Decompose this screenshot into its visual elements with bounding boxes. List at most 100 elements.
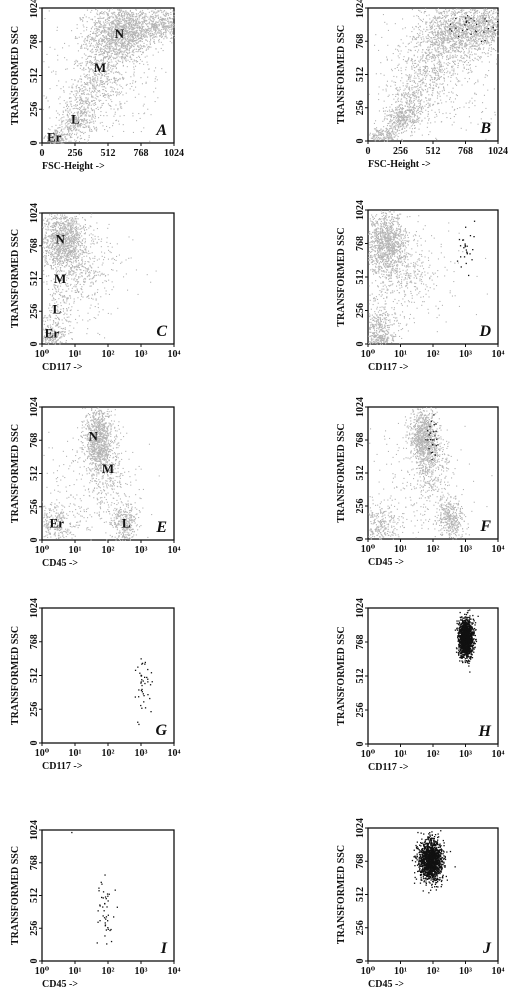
- y-tick-label: 0: [29, 959, 40, 964]
- panel-C: 10⁰ 10¹ 10² 10³ 10⁴ 0 256 512 768 1024 CD117 -> TRA…: [10, 203, 181, 373]
- x-tick-label: 10¹: [394, 544, 407, 555]
- y-tick-label: 512: [355, 466, 366, 481]
- x-tick-label: 10²: [102, 966, 115, 977]
- x-tick-label: 10²: [427, 349, 440, 360]
- panel-letter: B: [479, 120, 491, 137]
- scatter-points: [42, 407, 160, 541]
- y-tick-label: 0: [29, 342, 40, 347]
- y-tick-label: 1024: [29, 820, 40, 840]
- y-tick-label: 512: [355, 270, 366, 285]
- x-tick-label: 10²: [427, 544, 440, 555]
- y-tick-label: 0: [355, 742, 366, 747]
- x-axis-label: FSC-Height ->: [42, 161, 105, 172]
- y-tick-label: 0: [29, 538, 40, 543]
- panel-A: 0 256 512 768 1024 0 256 512 768 1024 FSC-Height -…: [10, 0, 184, 172]
- y-tick-label: 1024: [29, 598, 40, 618]
- x-tick-label: 10²: [102, 349, 115, 360]
- population-label: N: [115, 26, 125, 41]
- x-axis-label: FSC-Height ->: [368, 159, 431, 170]
- x-tick-label: 10⁰: [35, 349, 50, 360]
- panel-letter: G: [155, 722, 167, 739]
- y-axis-label: TRANSFORMED SSC: [10, 846, 21, 945]
- x-tick-label: 10³: [459, 544, 472, 555]
- x-tick-label: 10²: [102, 748, 115, 759]
- y-axis-label: TRANSFORMED SSC: [336, 423, 347, 522]
- y-tick-label: 256: [355, 920, 366, 935]
- y-tick-label: 768: [355, 854, 366, 869]
- panel-B: 0 256 512 768 1024 0 256 512 768 1024 FSC-Height -…: [336, 0, 508, 170]
- panel-letter: H: [478, 723, 492, 740]
- x-tick-label: 768: [458, 146, 473, 157]
- panel-letter: F: [479, 518, 491, 535]
- y-tick-label: 512: [29, 68, 40, 83]
- scatter-points: [368, 8, 499, 142]
- plot-frame: [41, 829, 175, 962]
- scatter-points: [368, 407, 493, 540]
- x-tick-label: 10⁴: [168, 349, 181, 360]
- y-tick-label: 768: [355, 635, 366, 650]
- population-label: M: [94, 60, 106, 75]
- scatter-points: [411, 830, 456, 894]
- y-tick-label: 768: [355, 34, 366, 49]
- panel-J: 10⁰ 10¹ 10² 10³ 10⁴ 0 256 512 768 1024 CD45 -> TRAN…: [336, 818, 505, 988]
- x-tick-label: 10⁰: [361, 749, 376, 760]
- x-tick-label: 256: [393, 146, 408, 157]
- x-tick-label: 10²: [427, 966, 440, 977]
- x-tick-label: 10⁴: [492, 966, 505, 977]
- y-axis-label: TRANSFORMED SSC: [10, 424, 21, 523]
- x-tick-label: 10¹: [69, 349, 82, 360]
- x-tick-label: 10³: [459, 349, 472, 360]
- x-tick-label: 10⁴: [168, 748, 181, 759]
- y-tick-label: 0: [355, 959, 366, 964]
- x-tick-label: 10³: [135, 966, 148, 977]
- y-tick-label: 1024: [355, 0, 366, 18]
- y-tick-label: 1024: [355, 598, 366, 618]
- x-axis-label: CD45 ->: [42, 558, 78, 569]
- x-axis-label: CD117 ->: [368, 762, 409, 773]
- x-axis-label: CD117 ->: [368, 362, 409, 373]
- y-axis-label: TRANSFORMED SSC: [336, 227, 347, 326]
- panel-D: 10⁰ 10¹ 10² 10³ 10⁴ 0 256 512 768 1024 CD117 -> TRA…: [336, 200, 505, 373]
- plot-frame: [41, 607, 175, 744]
- scatter-points: [71, 831, 118, 945]
- y-tick-label: 512: [29, 888, 40, 903]
- x-tick-label: 10⁴: [492, 349, 505, 360]
- y-tick-label: 256: [29, 102, 40, 117]
- y-tick-label: 768: [355, 433, 366, 448]
- scatter-points: [42, 213, 157, 346]
- x-tick-label: 10⁰: [361, 349, 376, 360]
- x-tick-label: 10⁰: [361, 544, 376, 555]
- population-label: L: [122, 515, 131, 530]
- y-tick-label: 256: [355, 703, 366, 718]
- y-tick-label: 768: [29, 634, 40, 649]
- x-tick-label: 10³: [135, 349, 148, 360]
- x-tick-label: 10¹: [394, 749, 407, 760]
- x-axis-label: CD45 ->: [42, 979, 78, 988]
- panel-letter: C: [156, 323, 167, 340]
- panel-H: 10⁰ 10¹ 10² 10³ 10⁴ 0 256 512 768 1024 CD117 -> TRA…: [336, 598, 505, 773]
- population-label: N: [55, 231, 65, 246]
- x-axis-label: CD117 ->: [42, 761, 83, 772]
- x-tick-label: 10¹: [394, 966, 407, 977]
- scatter-points: [134, 658, 153, 726]
- y-tick-label: 512: [355, 669, 366, 684]
- x-tick-label: 10¹: [69, 748, 82, 759]
- panel-letter: E: [155, 519, 167, 536]
- x-tick-label: 512: [101, 148, 116, 159]
- population-label: L: [53, 302, 62, 317]
- y-tick-label: 0: [355, 537, 366, 542]
- population-label: Er: [47, 129, 62, 144]
- y-tick-label: 512: [29, 271, 40, 286]
- y-tick-label: 768: [355, 236, 366, 251]
- population-label: M: [54, 271, 66, 286]
- y-tick-label: 1024: [355, 200, 366, 220]
- y-tick-label: 768: [29, 855, 40, 870]
- x-tick-label: 0: [40, 148, 45, 159]
- population-label: Er: [45, 325, 60, 340]
- y-axis-label: TRANSFORMED SSC: [10, 229, 21, 328]
- y-tick-label: 768: [29, 238, 40, 253]
- population-label: N: [88, 428, 98, 443]
- scatter-points: [42, 8, 176, 145]
- y-axis-label: TRANSFORMED SSC: [336, 25, 347, 124]
